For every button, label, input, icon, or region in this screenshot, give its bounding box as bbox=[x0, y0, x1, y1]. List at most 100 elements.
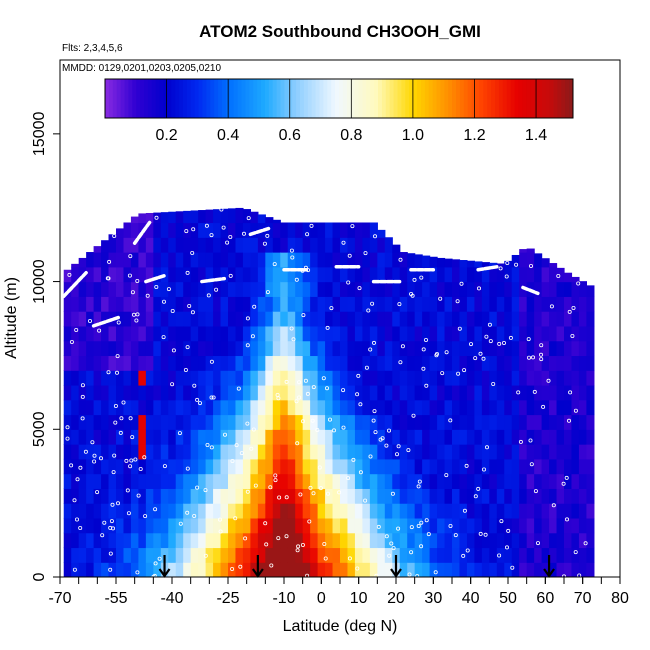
heat-cell bbox=[93, 340, 102, 357]
heat-cell bbox=[340, 281, 349, 297]
colorbar-cell bbox=[479, 79, 484, 118]
heat-cell bbox=[205, 384, 214, 401]
heat-cell bbox=[377, 355, 386, 371]
sample-dot bbox=[228, 234, 233, 239]
sample-dot bbox=[356, 373, 361, 378]
heat-cell bbox=[422, 473, 431, 489]
heat-cell bbox=[86, 414, 95, 430]
heat-cell bbox=[183, 281, 192, 297]
heat-cell bbox=[175, 355, 184, 371]
heat-cell bbox=[108, 547, 117, 563]
heat-cell bbox=[369, 384, 378, 401]
heat-cell bbox=[310, 355, 319, 371]
heat-cell bbox=[317, 532, 326, 549]
colorbar-cell bbox=[245, 79, 250, 118]
sample-dot bbox=[462, 508, 467, 513]
heat-cell bbox=[347, 355, 356, 371]
heat-cell bbox=[198, 429, 207, 445]
heat-cell bbox=[586, 473, 595, 489]
heat-cell bbox=[205, 429, 214, 445]
sample-dot bbox=[243, 536, 248, 541]
heat-cell bbox=[175, 547, 184, 563]
heat-cell bbox=[549, 503, 558, 519]
colorbar: 0.2 0.4 0.6 0.8 1.0 1.2 1.4 bbox=[104, 78, 574, 144]
heat-cell bbox=[534, 311, 543, 327]
heat-cell bbox=[101, 517, 110, 534]
sample-dot bbox=[315, 427, 320, 432]
heat-cell bbox=[71, 488, 80, 504]
heat-cell bbox=[362, 384, 371, 401]
heat-cell bbox=[138, 399, 147, 416]
heat-cell bbox=[586, 399, 595, 416]
colorbar-cell bbox=[300, 79, 305, 118]
heat-cell bbox=[168, 370, 177, 386]
heat-cell bbox=[138, 444, 147, 460]
heat-cell bbox=[452, 296, 461, 312]
heat-cell bbox=[220, 370, 229, 386]
sample-dot bbox=[307, 519, 312, 524]
sample-dot bbox=[423, 337, 428, 342]
heat-cell bbox=[437, 458, 446, 475]
colorbar-cell bbox=[401, 79, 406, 118]
heat-cell bbox=[302, 237, 311, 253]
heat-cell bbox=[504, 458, 513, 475]
heat-cell bbox=[437, 473, 446, 489]
heat-cell bbox=[287, 266, 296, 283]
heat-cell bbox=[414, 281, 423, 297]
heat-cell bbox=[504, 473, 513, 489]
heat-cell bbox=[130, 216, 139, 224]
heat-cell bbox=[459, 260, 468, 268]
heat-cell bbox=[153, 252, 162, 268]
heat-cell bbox=[578, 384, 587, 401]
heat-cell bbox=[235, 311, 244, 327]
sample-dot bbox=[72, 567, 77, 572]
heat-cell bbox=[86, 458, 95, 475]
heat-cell bbox=[377, 399, 386, 416]
heat-cell bbox=[392, 517, 401, 534]
heat-cell bbox=[347, 562, 356, 577]
heat-cell bbox=[332, 473, 341, 489]
heat-cell bbox=[198, 444, 207, 460]
sample-dot bbox=[398, 257, 403, 262]
heat-cell bbox=[116, 370, 125, 386]
heat-cell bbox=[71, 325, 80, 342]
heat-cell bbox=[459, 414, 468, 430]
sample-dot bbox=[323, 556, 328, 561]
heat-cell bbox=[213, 370, 222, 386]
heat-cell bbox=[466, 260, 475, 268]
heat-cell bbox=[213, 384, 222, 401]
heat-cell bbox=[474, 414, 483, 430]
sample-dot bbox=[65, 425, 70, 430]
heat-cell bbox=[384, 355, 393, 371]
colorbar-cell bbox=[132, 79, 137, 118]
heat-cell bbox=[272, 414, 281, 430]
profile-marker-arrowhead bbox=[543, 568, 555, 578]
heat-cell bbox=[145, 311, 154, 327]
heat-cell bbox=[228, 355, 237, 371]
heat-cell bbox=[429, 256, 438, 268]
heat-cell bbox=[496, 296, 505, 312]
heat-cell bbox=[369, 370, 378, 386]
heat-cell bbox=[183, 384, 192, 401]
heat-cell bbox=[534, 296, 543, 312]
heat-cell bbox=[571, 296, 580, 312]
colorbar-cell bbox=[362, 79, 367, 118]
heat-cell bbox=[377, 503, 386, 519]
heat-cell bbox=[213, 237, 222, 253]
colorbar-cell bbox=[413, 79, 418, 118]
colorbar-cell bbox=[389, 79, 395, 118]
heat-cell bbox=[198, 532, 207, 549]
heat-cell bbox=[265, 562, 274, 577]
heat-cell bbox=[414, 429, 423, 445]
heat-cell bbox=[437, 488, 446, 504]
heat-cell bbox=[578, 517, 587, 534]
x-tick-label: 60 bbox=[536, 590, 554, 607]
heat-cell bbox=[86, 532, 95, 549]
heat-cell bbox=[198, 311, 207, 327]
heat-cell bbox=[564, 399, 573, 416]
heat-cell bbox=[496, 503, 505, 519]
heat-cell bbox=[228, 296, 237, 312]
heat-cell bbox=[280, 237, 289, 253]
heat-cell bbox=[78, 355, 87, 371]
heat-cell bbox=[325, 429, 334, 445]
